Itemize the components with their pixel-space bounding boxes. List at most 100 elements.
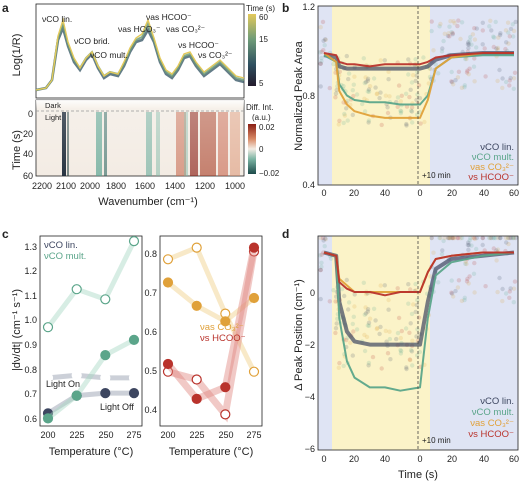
- scatter-point: [464, 261, 469, 267]
- scatter-point: [366, 89, 372, 94]
- peak-label: νCO lin.: [42, 14, 72, 24]
- data-point: [100, 388, 111, 399]
- c-left-frame: [39, 235, 143, 427]
- scatter-point: [472, 56, 477, 61]
- scatter-point: [382, 58, 387, 63]
- x-tick: 40: [479, 454, 489, 464]
- scatter-point: [506, 30, 511, 35]
- scatter-point: [480, 235, 485, 241]
- scatter-point: [414, 97, 419, 103]
- data-point: [220, 409, 231, 420]
- data-point: [162, 254, 174, 265]
- scatter-point: [319, 264, 324, 269]
- scatter-point: [365, 76, 371, 82]
- scatter-point: [449, 69, 454, 75]
- scatter-point: [317, 50, 323, 55]
- scatter-point: [456, 18, 461, 23]
- panel-label-d: d: [282, 227, 289, 241]
- series-line: [323, 52, 514, 68]
- colorbar-diff-unit: (a.u.): [252, 113, 271, 122]
- scatter-point: [433, 62, 438, 67]
- scatter-point: [408, 108, 414, 113]
- y-tick: 1.2: [302, 2, 315, 12]
- x-tick: 0: [417, 454, 422, 464]
- scatter-point: [364, 334, 370, 340]
- scatter-point: [506, 235, 511, 241]
- scatter-point: [455, 235, 460, 241]
- scatter-point: [468, 34, 473, 40]
- scatter-point: [407, 94, 412, 100]
- scatter-point: [510, 22, 515, 27]
- scatter-point: [417, 96, 423, 101]
- scatter-point: [503, 28, 509, 33]
- scatter-point: [323, 37, 328, 42]
- y-tick: 1.3: [24, 242, 37, 252]
- scatter-point: [375, 91, 380, 96]
- scatter-point: [487, 24, 492, 29]
- scatter-point: [482, 46, 487, 51]
- y-tick: 0.8: [144, 249, 157, 259]
- scatter-point: [508, 75, 513, 81]
- scatter-point: [488, 235, 493, 241]
- scatter-point: [354, 92, 360, 97]
- x-tick: 1600: [135, 181, 155, 191]
- panel-b: b Normalized Peak Area +10 min 1.2 0.8 0…: [282, 1, 519, 198]
- data-point: [220, 316, 231, 327]
- scatter-point: [464, 279, 470, 284]
- y-tick: 1.2: [24, 266, 37, 276]
- data-point: [128, 236, 140, 247]
- x-tick: 275: [246, 430, 261, 440]
- scatter-point: [318, 267, 323, 273]
- scatter-point: [399, 109, 404, 114]
- scatter-point: [497, 67, 502, 73]
- scatter-point: [322, 43, 327, 48]
- scatter-point: [445, 33, 451, 39]
- scatter-point: [318, 61, 323, 66]
- scatter-point: [503, 235, 509, 241]
- scatter-point: [437, 235, 442, 241]
- a-light-label: Light: [45, 113, 62, 122]
- scatter-point: [498, 31, 503, 36]
- scatter-point: [449, 235, 454, 241]
- scatter-point: [436, 71, 441, 76]
- b-series-lines: [323, 51, 514, 119]
- scatter-point: [421, 55, 426, 60]
- scatter-point: [341, 120, 346, 126]
- y-tick: 0.6: [144, 327, 157, 337]
- x-tick: 2000: [80, 181, 100, 191]
- c-left-legend: νCO lin. νCO mult.: [44, 240, 86, 262]
- x-tick: 40: [380, 188, 390, 198]
- scatter-point: [491, 246, 496, 251]
- scatter-point: [377, 331, 382, 337]
- scatter-point: [512, 70, 518, 76]
- scatter-point: [398, 108, 403, 113]
- panel-label-c: c: [2, 227, 9, 241]
- scatter-point: [406, 57, 411, 62]
- x-tick: 250: [218, 430, 233, 440]
- x-tick: 20: [447, 454, 457, 464]
- scatter-point: [493, 19, 498, 25]
- a-top-ylabel: Log(1/R): [11, 34, 23, 77]
- legend-co3: νas CO₃²⁻: [200, 322, 244, 333]
- y-tick: 0.7: [144, 288, 157, 298]
- scatter-point: [408, 348, 414, 353]
- light-on-label: Light On: [46, 379, 80, 389]
- scatter-point: [351, 329, 356, 334]
- scatter-point: [321, 38, 326, 43]
- scatter-point: [319, 49, 324, 54]
- scatter-point: [451, 235, 456, 241]
- scatter-point: [321, 238, 326, 243]
- scatter-point: [494, 258, 499, 263]
- scatter-point: [453, 288, 458, 294]
- scatter-point: [441, 238, 446, 244]
- a-bottom-ylabel: Time (s): [11, 130, 23, 170]
- data-point: [71, 370, 82, 381]
- scatter-point: [395, 330, 401, 336]
- scatter-point: [409, 349, 415, 354]
- scatter-point: [495, 247, 501, 252]
- scatter-point: [399, 328, 404, 334]
- scatter-point: [442, 31, 447, 36]
- legend-co-mult: νCO mult.: [44, 251, 86, 262]
- scatter-point: [334, 87, 339, 93]
- scatter-point: [387, 336, 393, 342]
